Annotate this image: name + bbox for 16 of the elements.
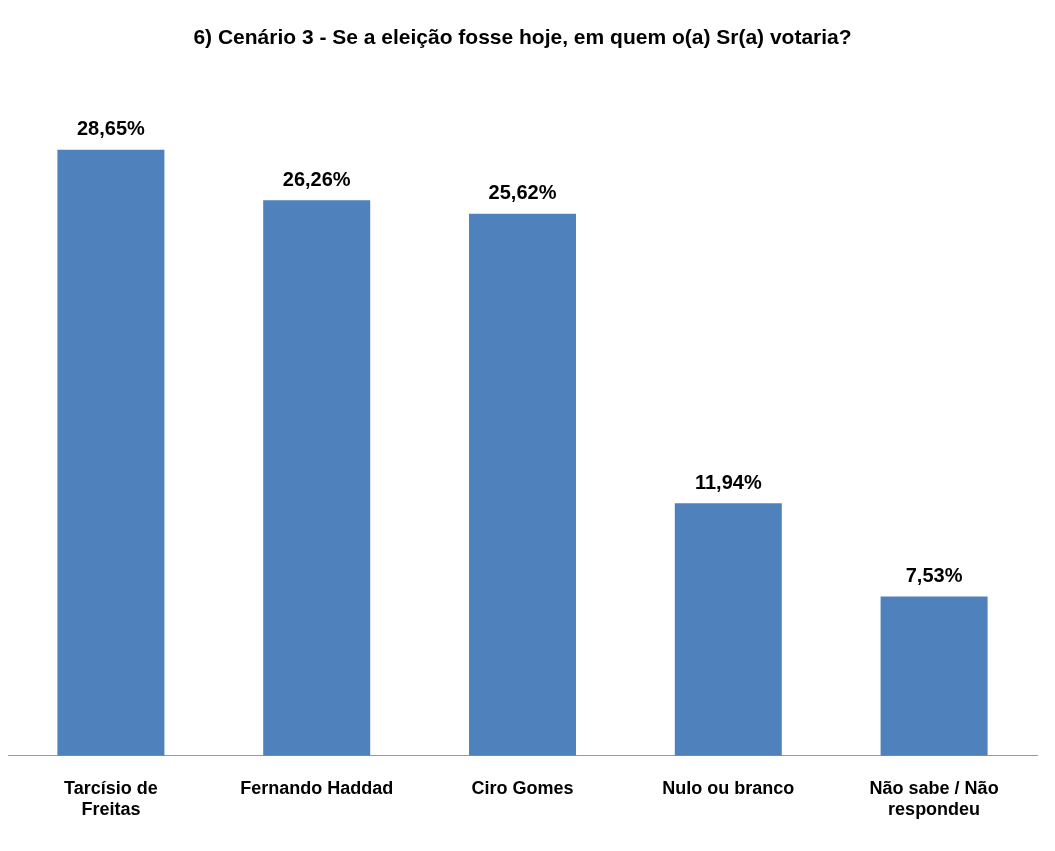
data-label: 26,26% <box>282 167 351 190</box>
data-label: 28,65% <box>76 117 146 140</box>
x-tick-label: Tarcísio de Freitas <box>64 777 158 820</box>
bar <box>57 149 165 756</box>
bar <box>468 213 577 756</box>
data-label: 11,94% <box>694 470 762 493</box>
x-tick-label: Não sabe / Não respondeu <box>869 777 999 820</box>
data-label: 7,53% <box>905 564 963 587</box>
bar <box>674 503 782 756</box>
x-tick-label: Nulo ou branco <box>662 777 795 798</box>
bar <box>263 200 371 756</box>
bar <box>880 596 988 756</box>
x-tick-label: Ciro Gomes <box>471 777 574 798</box>
data-label: 25,62% <box>488 181 557 204</box>
x-tick-label: Fernando Haddad <box>240 777 394 798</box>
chart-title: 6) Cenário 3 - Se a eleição fosse hoje, em quem o(a) Sr(a) votaria? <box>193 25 852 49</box>
